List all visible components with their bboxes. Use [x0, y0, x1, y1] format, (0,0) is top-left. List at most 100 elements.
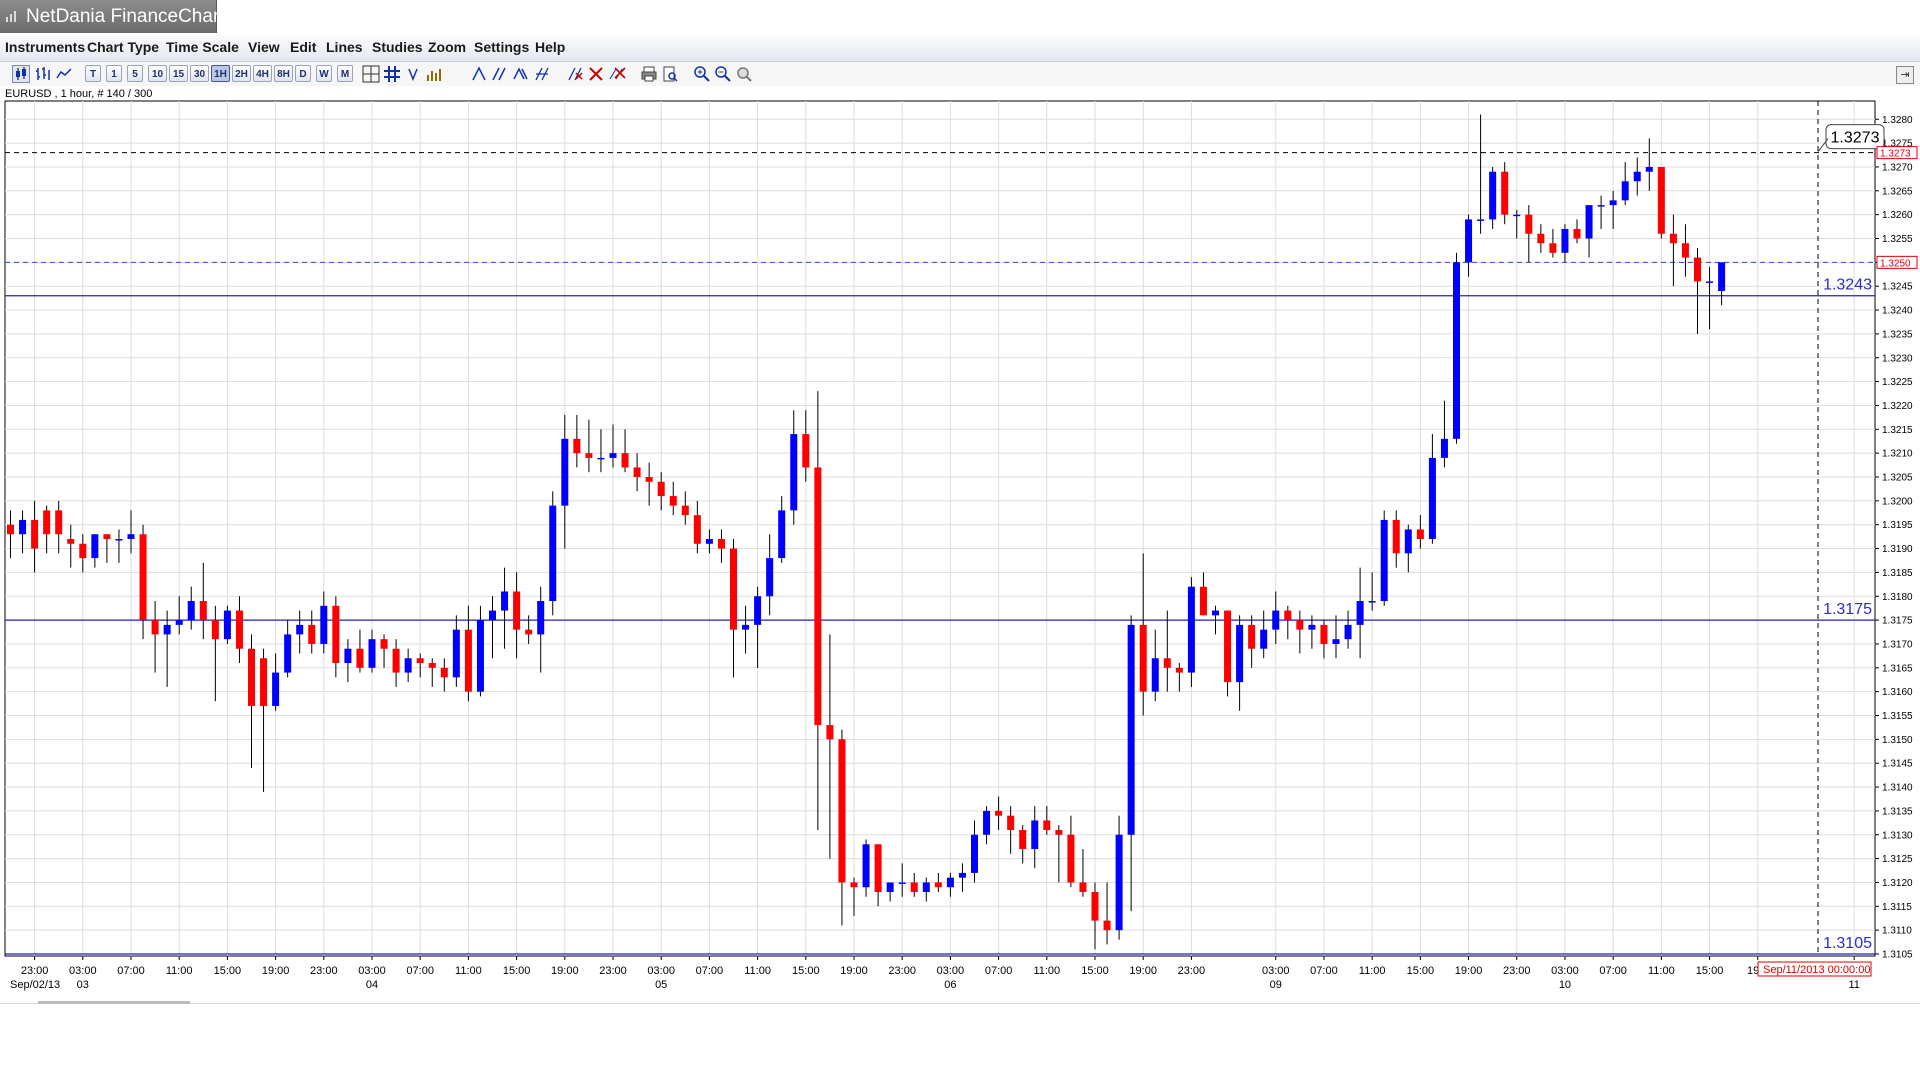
- period-button-1h[interactable]: 1H: [211, 65, 230, 82]
- y-tick-label: 1.3240: [1882, 306, 1913, 317]
- fibonacci-icon[interactable]: [512, 65, 530, 83]
- menu-lines[interactable]: Lines: [326, 39, 363, 55]
- period-button-t[interactable]: T: [85, 65, 101, 82]
- x-tick-label: 23:00: [888, 965, 916, 977]
- y-tick-label: 1.3200: [1882, 496, 1913, 507]
- period-button-w[interactable]: W: [316, 65, 332, 82]
- candle-down: [428, 663, 436, 668]
- y-tick-label: 1.3130: [1882, 830, 1913, 841]
- period-button-30[interactable]: 30: [190, 65, 209, 82]
- print-preview-icon[interactable]: [661, 65, 679, 83]
- period-button-15[interactable]: 15: [169, 65, 188, 82]
- candle-down: [995, 810, 1003, 816]
- x-tick-label: 03:00: [69, 965, 97, 977]
- candle-down: [440, 667, 448, 678]
- menu-time-scale[interactable]: Time Scale: [166, 39, 239, 55]
- candle-up: [19, 519, 27, 535]
- period-button-d[interactable]: D: [295, 65, 311, 82]
- volume-icon[interactable]: [425, 65, 443, 83]
- line-chart-icon[interactable]: [55, 65, 73, 83]
- price-chart[interactable]: 1.3280 1.3275 1.3270 1.3265 1.3260 1.3255 1.32…: [0, 0, 1920, 1004]
- menu-edit[interactable]: Edit: [290, 39, 317, 55]
- delete-all-lines-icon[interactable]: [608, 65, 626, 83]
- candle-up: [549, 505, 557, 602]
- bar-chart-icon[interactable]: [34, 65, 52, 83]
- menu-chart-type[interactable]: Chart Type: [87, 39, 160, 55]
- period-button-10[interactable]: 10: [148, 65, 167, 82]
- candle-down: [1248, 624, 1256, 649]
- candle-down: [139, 534, 147, 621]
- candlestick-icon[interactable]: [12, 65, 30, 83]
- pitchfork-icon[interactable]: [533, 65, 551, 83]
- candle-up: [1236, 624, 1244, 683]
- candle-up: [778, 510, 786, 559]
- y-tick-label: 1.3135: [1882, 806, 1913, 817]
- delete-all-lines-icon[interactable]: [587, 65, 605, 83]
- y-tick-label: 1.3270: [1882, 162, 1913, 173]
- period-button-1[interactable]: 1: [106, 65, 122, 82]
- scroll-tab[interactable]: [38, 1001, 190, 1004]
- y-tick-label: 1.3280: [1882, 115, 1913, 126]
- period-button-4h[interactable]: 4H: [253, 65, 272, 82]
- period-button-8h[interactable]: 8H: [274, 65, 293, 82]
- window-title-bar: NetDania FinanceChart: [0, 0, 225, 33]
- collapse-icon[interactable]: ⇥: [1896, 66, 1914, 84]
- current-price-box: [1876, 255, 1918, 269]
- delete-line-icon[interactable]: [566, 65, 584, 83]
- period-button-5[interactable]: 5: [127, 65, 143, 82]
- candle-up: [1380, 519, 1388, 602]
- candle-up: [296, 624, 304, 635]
- y-tick-label: 1.3185: [1882, 568, 1913, 579]
- menu-zoom[interactable]: Zoom: [428, 39, 467, 55]
- period-button-m[interactable]: M: [337, 65, 353, 82]
- candle-down: [585, 453, 593, 458]
- crosshair-icon[interactable]: [362, 65, 380, 83]
- candle-up: [1477, 219, 1485, 221]
- y-tick-label: 1.3145: [1882, 759, 1913, 770]
- candle-down: [826, 725, 834, 740]
- netdania-logo-icon: [6, 11, 16, 22]
- y-tick-label: 1.3150: [1882, 735, 1913, 746]
- candle-down: [43, 510, 51, 535]
- candle-up: [1718, 262, 1726, 291]
- candle-down: [1199, 586, 1207, 616]
- candle-up: [320, 605, 328, 644]
- period-button-2h[interactable]: 2H: [232, 65, 251, 82]
- menu-settings[interactable]: Settings: [474, 39, 530, 55]
- window-title: NetDania FinanceChart: [26, 6, 225, 27]
- candle-down: [31, 519, 39, 549]
- candle-down: [1573, 228, 1581, 239]
- menu-instruments[interactable]: Instruments: [5, 39, 86, 55]
- candle-down: [525, 629, 533, 635]
- zoom-out-icon[interactable]: [714, 65, 732, 83]
- candle-down: [1079, 882, 1087, 892]
- candle-down: [248, 648, 255, 706]
- x-date-label: 06: [944, 979, 956, 991]
- candle-up: [1212, 610, 1219, 616]
- channel-icon[interactable]: [491, 65, 509, 83]
- y-tick-label: 1.3215: [1882, 425, 1913, 436]
- x-tick-label: 19:00: [551, 965, 579, 977]
- candle-down: [717, 539, 725, 549]
- print-icon[interactable]: [640, 65, 658, 83]
- x-tick-label: 15:00: [503, 965, 531, 977]
- x-tick-label: 11:00: [1648, 965, 1675, 977]
- x-date-label: 10: [1559, 979, 1571, 991]
- candle-down: [380, 639, 388, 649]
- menu-view[interactable]: View: [248, 39, 280, 55]
- zoom-reset-icon[interactable]: [735, 65, 753, 83]
- menu-help[interactable]: Help: [535, 39, 566, 55]
- candle-up: [958, 872, 966, 878]
- grid-icon[interactable]: [383, 65, 401, 83]
- candle-down: [67, 539, 75, 544]
- x-tick-label: 23:00: [599, 965, 627, 977]
- candle-up: [115, 539, 123, 541]
- x-date-label: 03: [77, 979, 89, 991]
- drawing-icon[interactable]: [404, 65, 422, 83]
- candle-up: [501, 591, 509, 611]
- candle-down: [838, 739, 846, 883]
- menu-studies[interactable]: Studies: [372, 39, 423, 55]
- zoom-in-icon[interactable]: [693, 65, 711, 83]
- candle-down: [79, 543, 87, 559]
- trendline-icon[interactable]: [470, 65, 488, 83]
